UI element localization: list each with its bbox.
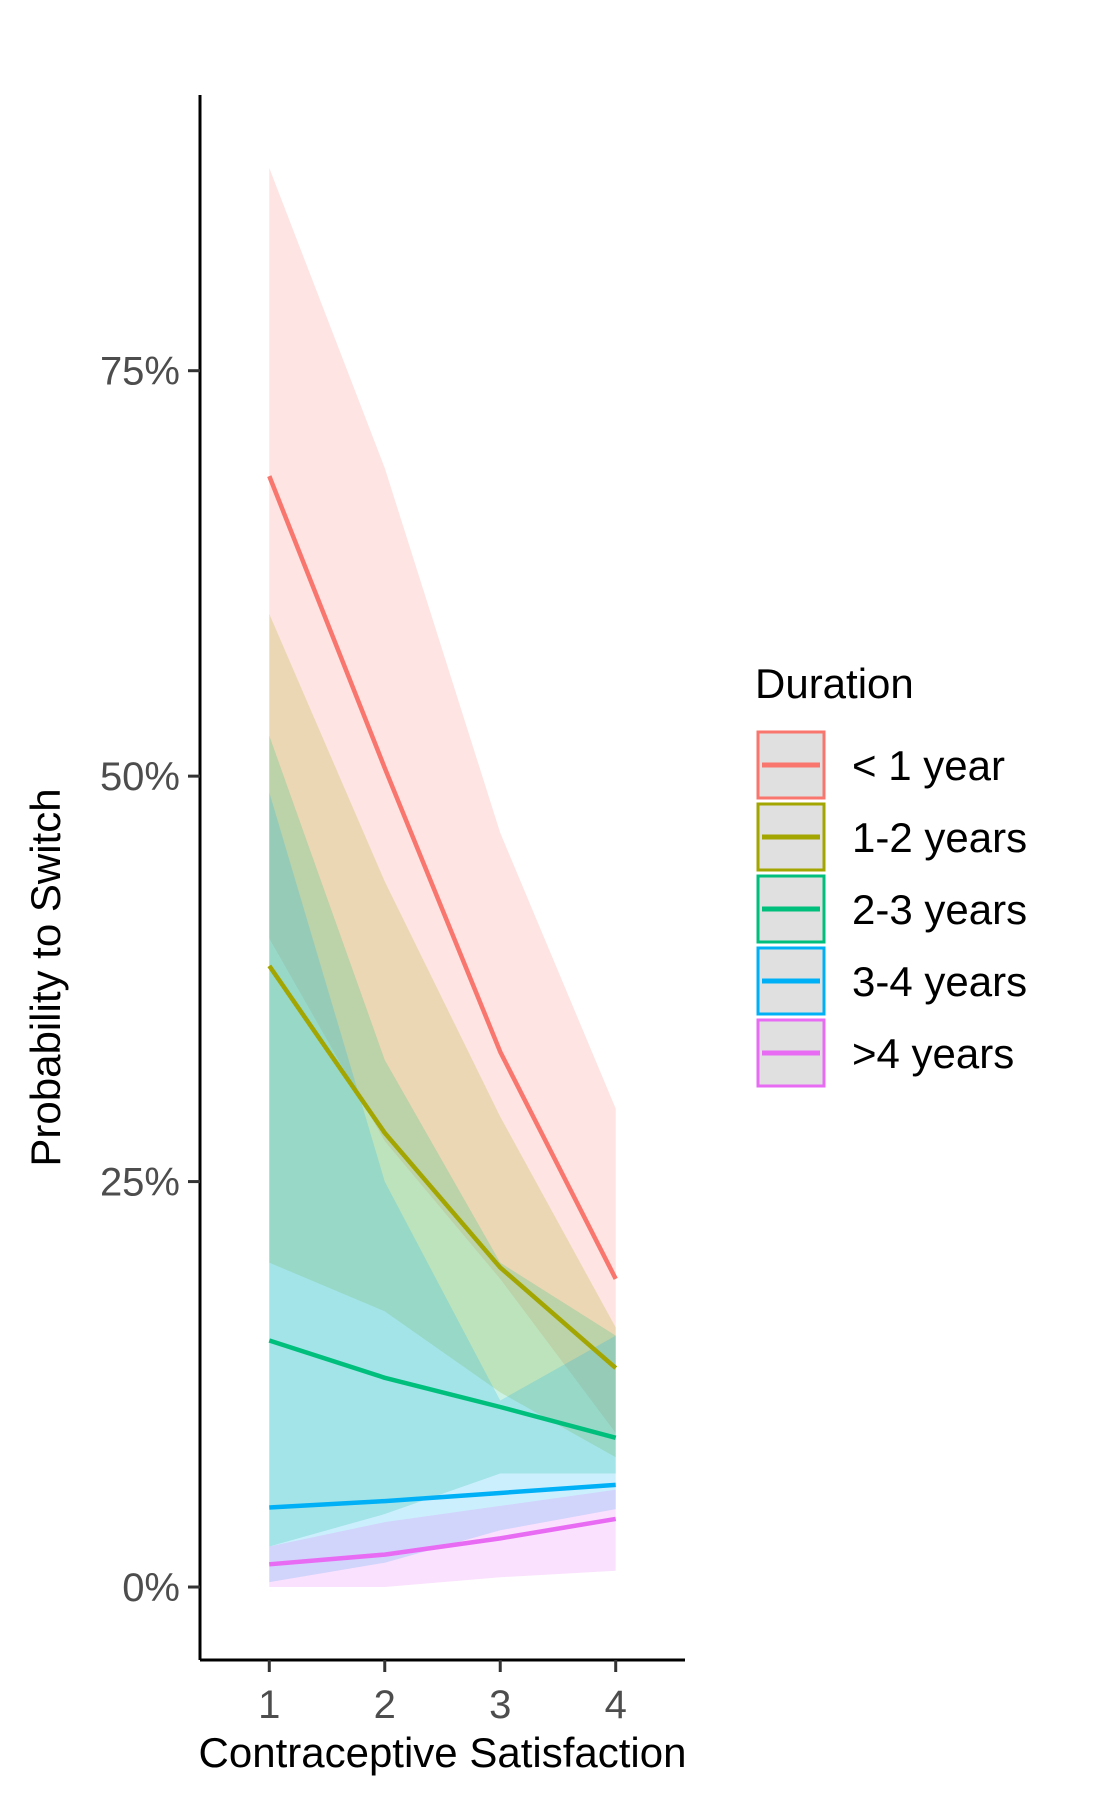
legend: Duration < 1 year 1-2 years 2-3 years 3-4 y… <box>755 660 1027 1088</box>
y-ticks: 0% 25% 50% 75% <box>100 350 200 1610</box>
confidence-bands <box>269 167 616 1588</box>
legend-label: < 1 year <box>852 742 1005 789</box>
legend-items: < 1 year 1-2 years 2-3 years 3-4 years >4 ye… <box>756 730 1027 1088</box>
legend-item: >4 years <box>756 1018 1014 1088</box>
legend-label: 3-4 years <box>852 958 1027 1005</box>
legend-item: 3-4 years <box>756 946 1027 1016</box>
line-series-1 <box>267 475 618 1280</box>
band-series-5 <box>269 1489 616 1588</box>
series-lines <box>267 475 618 1567</box>
x-tick-label: 2 <box>374 1683 396 1727</box>
x-tick-label: 1 <box>258 1683 280 1727</box>
band-series-4 <box>269 792 616 1583</box>
line-series-3 <box>268 1338 617 1440</box>
x-tick-label: 4 <box>605 1683 627 1727</box>
x-axis-title: Contraceptive Satisfaction <box>199 1729 687 1776</box>
x-ticks: 1 2 3 4 <box>258 1660 627 1727</box>
legend-label: 1-2 years <box>852 814 1027 861</box>
line-series-2 <box>267 964 618 1370</box>
band-series-1 <box>269 167 616 1433</box>
legend-label: >4 years <box>852 1030 1014 1077</box>
y-tick-label: 50% <box>100 755 180 799</box>
y-tick-label: 75% <box>100 350 180 394</box>
x-tick-label: 3 <box>489 1683 511 1727</box>
line-series-4 <box>269 1482 616 1510</box>
y-tick-label: 25% <box>100 1161 180 1205</box>
legend-item: 1-2 years <box>756 802 1027 872</box>
line-series-5 <box>269 1516 617 1567</box>
legend-title: Duration <box>755 660 914 707</box>
legend-item: < 1 year <box>756 730 1005 800</box>
axes: 0% 25% 50% 75% 1 2 3 4 <box>100 95 685 1727</box>
band-series-2 <box>269 613 616 1458</box>
y-axis-title: Probability to Switch <box>22 788 69 1166</box>
legend-item: 2-3 years <box>756 874 1027 944</box>
legend-label: 2-3 years <box>852 886 1027 933</box>
y-tick-label: 0% <box>122 1566 180 1610</box>
band-series-3 <box>269 735 616 1547</box>
